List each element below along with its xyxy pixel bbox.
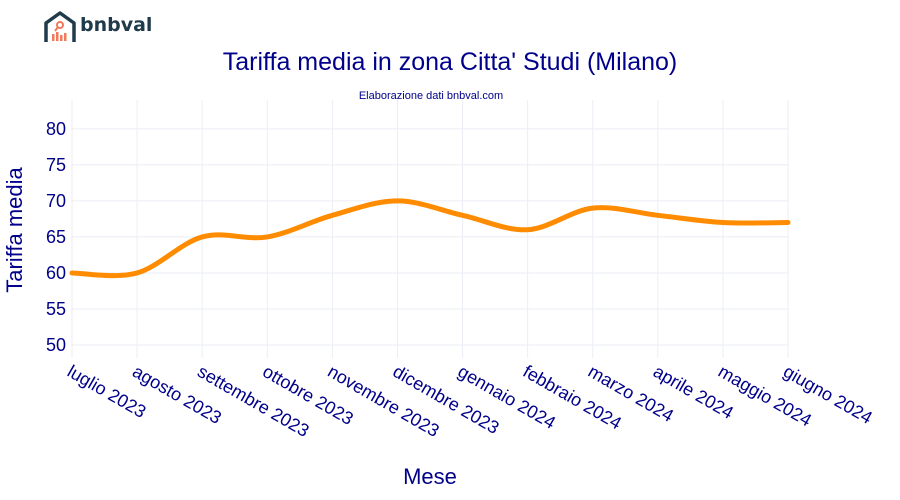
y-tick-label: 70 [46,191,66,211]
chart-subtitle: Elaborazione dati bnbval.com [359,90,503,102]
y-tick-label: 60 [46,263,66,283]
y-axis-label: Tariffa media [2,166,27,292]
logo-text: bnbval [80,14,153,36]
y-tick-label: 80 [46,119,66,139]
y-tick-label: 75 [46,155,66,175]
chart-title: Tariffa media in zona Citta' Studi (Mila… [223,48,678,76]
logo-icon [44,11,76,42]
x-axis-label: Mese [403,464,457,489]
x-tick-label: novembre 2023 [324,361,442,441]
y-tick-label: 65 [46,227,66,247]
y-tick-label: 50 [46,335,66,355]
y-tick-label: 55 [46,299,66,319]
x-tick-label: settembre 2023 [194,361,312,441]
series-line [69,198,791,279]
